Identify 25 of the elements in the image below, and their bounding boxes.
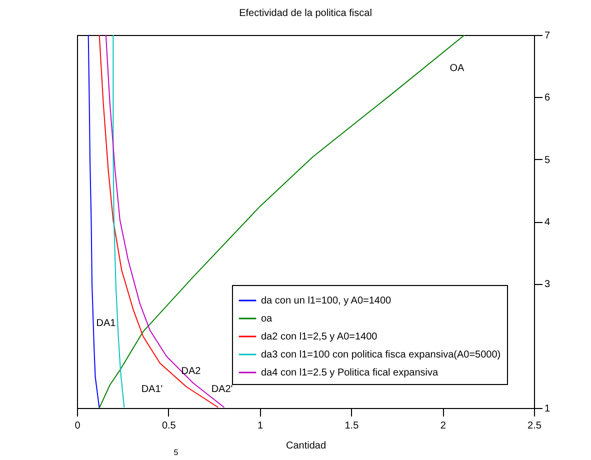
y-tick-label: 3 bbox=[544, 279, 550, 290]
legend-label: da4 con l1=2.5 y Politica fical expansiva bbox=[261, 368, 438, 378]
x-tick-label: 0 bbox=[74, 420, 81, 432]
text: 5 bbox=[174, 448, 179, 457]
x-tick-label: 2.5 bbox=[528, 420, 542, 432]
x-tick-label: 0.5 bbox=[162, 420, 176, 432]
y-tick-label: 5 bbox=[544, 154, 550, 166]
x-axis-title: Cantidad bbox=[286, 440, 326, 452]
legend-label: da2 con l1=2,5 y A0=1400 bbox=[261, 332, 378, 342]
y-tick-label: 4 bbox=[544, 217, 550, 228]
legend-label: da3 con l1=100 con politica fisca expansiva(A0=5000) bbox=[261, 350, 501, 360]
y-tick-label: 6 bbox=[544, 92, 550, 104]
legend-label: oa bbox=[261, 314, 273, 324]
annotation: DA2' bbox=[211, 384, 233, 395]
annotation: DA2 bbox=[181, 366, 202, 377]
y-tick-label: 7 bbox=[544, 30, 550, 42]
x-tick-label: 2 bbox=[440, 420, 446, 432]
annotation: DA1' bbox=[141, 384, 163, 395]
x-tick-label: 1.5 bbox=[344, 420, 360, 432]
annotation: DA1 bbox=[96, 318, 116, 329]
y-tick-label: 1 bbox=[544, 404, 550, 414]
legend-label: da con un l1=100, y A0=1400 bbox=[261, 296, 392, 306]
annotation: OA bbox=[450, 63, 465, 74]
chart-title: Efectividad de la politica fiscal bbox=[239, 8, 372, 19]
x-tick-label: 1 bbox=[258, 420, 264, 432]
